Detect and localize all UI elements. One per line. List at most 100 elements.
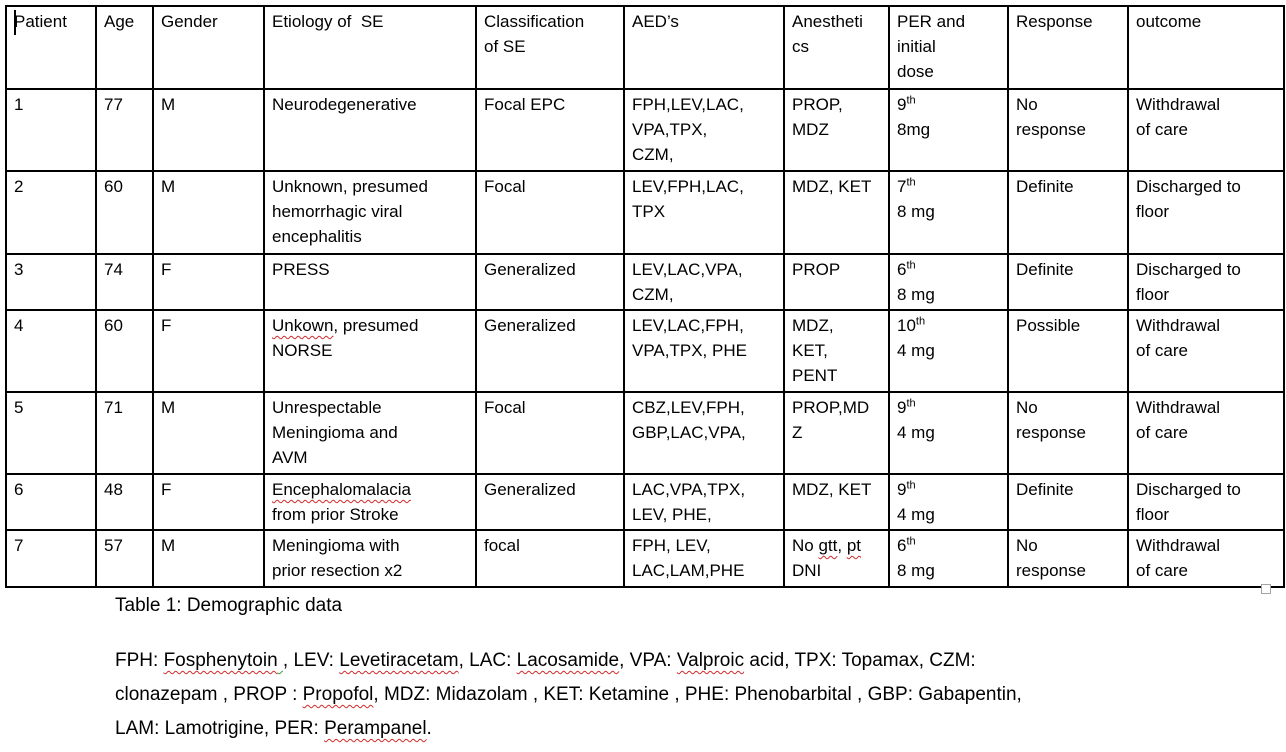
text-run: Z xyxy=(792,423,803,442)
cell-age[interactable]: 74 xyxy=(95,253,154,311)
cell-etiology[interactable]: Neurodegenerative xyxy=(263,88,477,172)
cell-gender[interactable]: M xyxy=(152,88,265,172)
cell-patient[interactable]: 1 xyxy=(5,88,97,172)
text-run: FPH: xyxy=(115,650,164,671)
table-row: 3 74 F PRESS Generalized LEV,LAC,VPA, CZM, PROP… xyxy=(5,253,1285,311)
cell-aeds[interactable]: FPH,LEV,LAC, VPA,TPX, CZM, xyxy=(623,88,785,172)
cell-age[interactable]: 71 xyxy=(95,391,154,475)
cell-classification[interactable]: Focal xyxy=(475,391,625,475)
cell-per_dose[interactable]: 9th 8mg xyxy=(888,88,1009,172)
cell-per_dose[interactable]: 6th 8 mg xyxy=(888,253,1009,311)
cell-etiology[interactable]: Unkown, presumed NORSE xyxy=(263,309,477,393)
cell-per_dose[interactable]: 7th 8 mg xyxy=(888,170,1009,255)
cell-gender[interactable]: M xyxy=(152,170,265,255)
cell-aeds[interactable]: CBZ,LEV,FPH, GBP,LAC,VPA, xyxy=(623,391,785,475)
cell-outcome[interactable]: Withdrawal of care xyxy=(1127,309,1285,393)
cell-aeds[interactable]: FPH, LEV, LAC,LAM,PHE xyxy=(623,529,785,588)
cell-outcome[interactable]: Discharged to floor xyxy=(1127,253,1285,311)
cell-gender[interactable]: M xyxy=(152,391,265,475)
cell-per_dose[interactable]: 9th 4 mg xyxy=(888,391,1009,475)
cell-age[interactable]: 60 xyxy=(95,309,154,393)
text-run: Definite xyxy=(1016,260,1074,279)
cell-anesthetics[interactable]: PROP,MDZ xyxy=(783,88,890,172)
text-line: FPH, LEV, xyxy=(632,533,777,558)
cell-classification[interactable]: Generalized xyxy=(475,473,625,531)
column-header-anesthetics[interactable]: Anestheti cs xyxy=(783,5,890,90)
cell-etiology[interactable]: Unrespectable Meningioma and AVM xyxy=(263,391,477,475)
text-run: Withdrawal xyxy=(1136,536,1221,555)
cell-gender[interactable]: F xyxy=(152,253,265,311)
legend-line[interactable]: clonazepam , PROP : Propofol, MDZ: Midaz… xyxy=(115,678,1022,712)
cell-aeds[interactable]: LEV,LAC,FPH, VPA,TPX, PHE xyxy=(623,309,785,393)
table-caption[interactable]: Table 1: Demographic data xyxy=(115,595,343,616)
text-run: LAC,LAM,PHE xyxy=(632,561,745,580)
column-header-outcome[interactable]: outcome xyxy=(1127,5,1285,90)
text-line: F xyxy=(161,313,257,338)
cell-per_dose[interactable]: 10th 4 mg xyxy=(888,309,1009,393)
column-header-response[interactable]: Response xyxy=(1007,5,1129,90)
cell-outcome[interactable]: Discharged to floor xyxy=(1127,473,1285,531)
cell-patient[interactable]: 6 xyxy=(5,473,97,531)
cell-age[interactable]: 57 xyxy=(95,529,154,588)
cell-response[interactable]: Definite xyxy=(1007,253,1129,311)
cell-classification[interactable]: Generalized xyxy=(475,309,625,393)
cell-classification[interactable]: Focal EPC xyxy=(475,88,625,172)
text-run: , LAC: xyxy=(458,650,517,671)
cell-patient[interactable]: 5 xyxy=(5,391,97,475)
column-header-classification[interactable]: Classification of SE xyxy=(475,5,625,90)
cell-anesthetics[interactable]: No gtt, pt DNI xyxy=(783,529,890,588)
cell-response[interactable]: Possible xyxy=(1007,309,1129,393)
cell-gender[interactable]: F xyxy=(152,309,265,393)
cell-response[interactable]: Definite xyxy=(1007,473,1129,531)
legend-line[interactable]: LAM: Lamotrigine, PER: Perampanel. xyxy=(115,712,1022,746)
cell-anesthetics[interactable]: MDZ, KET, PENT xyxy=(783,309,890,393)
cell-per_dose[interactable]: 9th 4 mg xyxy=(888,473,1009,531)
text-run: 8mg xyxy=(897,120,931,139)
cell-etiology[interactable]: Unknown, presumed hemorrhagic viral enceph… xyxy=(263,170,477,255)
cell-response[interactable]: Definite xyxy=(1007,170,1129,255)
cell-gender[interactable]: F xyxy=(152,473,265,531)
column-header-etiology[interactable]: Etiology of SE xyxy=(263,5,477,90)
text-run: Withdrawal xyxy=(1136,398,1221,417)
cell-patient[interactable]: 4 xyxy=(5,309,97,393)
cell-age[interactable]: 48 xyxy=(95,473,154,531)
text-line: M xyxy=(161,395,257,420)
column-header-gender[interactable]: Gender xyxy=(152,5,265,90)
cell-anesthetics[interactable]: PROP xyxy=(783,253,890,311)
column-header-per_dose[interactable]: PER and initial dose xyxy=(888,5,1009,90)
text-line: 8 mg xyxy=(897,199,1001,224)
column-header-age[interactable]: Age xyxy=(95,5,154,90)
column-header-patient[interactable]: Patient xyxy=(5,5,97,90)
cell-patient[interactable]: 2 xyxy=(5,170,97,255)
cell-outcome[interactable]: Withdrawal of care xyxy=(1127,529,1285,588)
cell-aeds[interactable]: LEV,LAC,VPA, CZM, xyxy=(623,253,785,311)
cell-classification[interactable]: focal xyxy=(475,529,625,588)
cell-aeds[interactable]: LAC,VPA,TPX, LEV, PHE, xyxy=(623,473,785,531)
cell-anesthetics[interactable]: MDZ, KET xyxy=(783,170,890,255)
column-header-aeds[interactable]: AED’s xyxy=(623,5,785,90)
cell-per_dose[interactable]: 6th 8 mg xyxy=(888,529,1009,588)
cell-aeds[interactable]: LEV,FPH,LAC, TPX xyxy=(623,170,785,255)
cell-patient[interactable]: 3 xyxy=(5,253,97,311)
cell-gender[interactable]: M xyxy=(152,529,265,588)
legend-line[interactable]: FPH: Fosphenytoin , LEV: Levetiracetam, … xyxy=(115,644,1022,678)
cell-patient[interactable]: 7 xyxy=(5,529,97,588)
cell-etiology[interactable]: Encephalomalacia from prior Stroke xyxy=(263,473,477,531)
cell-classification[interactable]: Focal xyxy=(475,170,625,255)
cell-anesthetics[interactable]: MDZ, KET xyxy=(783,473,890,531)
abbreviation-legend[interactable]: FPH: Fosphenytoin , LEV: Levetiracetam, … xyxy=(115,644,1022,746)
cell-age[interactable]: 77 xyxy=(95,88,154,172)
cell-response[interactable]: No response xyxy=(1007,88,1129,172)
cell-etiology[interactable]: Meningioma with prior resection x2 xyxy=(263,529,477,588)
cell-response[interactable]: No response xyxy=(1007,529,1129,588)
cell-outcome[interactable]: Withdrawal of care xyxy=(1127,391,1285,475)
table-resize-handle[interactable] xyxy=(1261,584,1271,594)
cell-etiology[interactable]: PRESS xyxy=(263,253,477,311)
text-run: of care xyxy=(1136,561,1188,580)
cell-age[interactable]: 60 xyxy=(95,170,154,255)
cell-outcome[interactable]: Withdrawal of care xyxy=(1127,88,1285,172)
cell-outcome[interactable]: Discharged to floor xyxy=(1127,170,1285,255)
cell-response[interactable]: No response xyxy=(1007,391,1129,475)
cell-classification[interactable]: Generalized xyxy=(475,253,625,311)
